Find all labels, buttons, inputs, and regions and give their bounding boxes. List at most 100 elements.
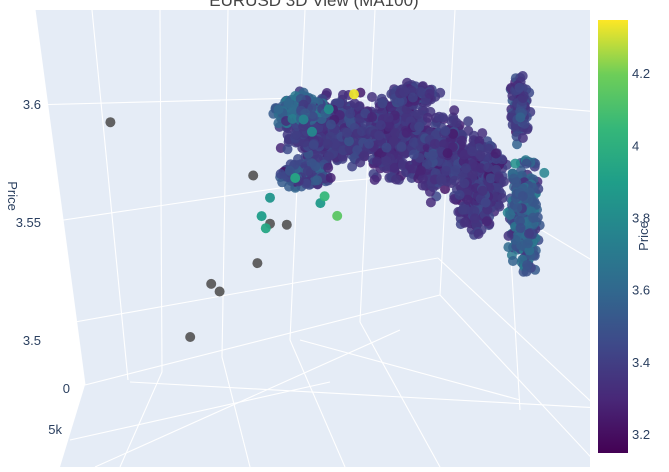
highlight-point bbox=[265, 192, 275, 203]
cloud-point bbox=[490, 148, 501, 159]
cloud-point bbox=[308, 140, 319, 150]
cloud-point bbox=[390, 128, 401, 138]
projection-point bbox=[281, 219, 292, 230]
colorbar: 4.2 4 3.8 3.6 3.4 3.2 Price bbox=[598, 20, 651, 453]
cloud-point bbox=[383, 113, 394, 123]
cloud-point bbox=[397, 160, 408, 170]
cloud-point bbox=[310, 161, 321, 172]
cloud-point bbox=[457, 135, 467, 146]
cloud-point bbox=[497, 193, 508, 204]
cloud-point bbox=[427, 150, 438, 161]
cloud-point bbox=[475, 150, 486, 161]
cloud-point bbox=[302, 166, 313, 176]
highlight-point bbox=[298, 114, 309, 125]
cloud-point bbox=[467, 146, 478, 157]
highlight-point bbox=[349, 89, 359, 100]
cloud-point bbox=[463, 116, 474, 127]
cloud-point bbox=[401, 127, 412, 138]
cloud-point bbox=[323, 151, 334, 162]
cloud-point bbox=[322, 138, 333, 149]
cloud-point bbox=[396, 141, 407, 152]
cloud-point bbox=[299, 137, 310, 148]
cloud-point bbox=[364, 138, 374, 149]
colorbar-ticks: 4.2 4 3.8 3.6 3.4 3.2 bbox=[632, 66, 650, 442]
cloud-point bbox=[494, 201, 505, 212]
cloud-point bbox=[399, 87, 410, 98]
cloud-point bbox=[388, 135, 399, 146]
cloud-point bbox=[528, 212, 539, 223]
cloud-point bbox=[352, 145, 363, 156]
cloud-point bbox=[483, 162, 494, 173]
cloud-point bbox=[440, 184, 450, 195]
z-tick-label: 3.5 bbox=[23, 333, 41, 348]
highlight-point bbox=[323, 104, 334, 115]
cloud-point bbox=[441, 165, 452, 176]
cloud-point bbox=[430, 138, 440, 149]
axis-ticks: 3.6 3.55 3.5 0 5k bbox=[16, 97, 70, 437]
cloud-point bbox=[477, 128, 488, 139]
cloud-point bbox=[381, 155, 392, 166]
cloud-point bbox=[323, 162, 334, 173]
cloud-point bbox=[521, 158, 532, 169]
cloud-point bbox=[408, 149, 419, 160]
cloud-point bbox=[372, 156, 382, 167]
cloud-point bbox=[474, 136, 485, 146]
cloud-point bbox=[469, 213, 480, 224]
cloud-point bbox=[344, 136, 354, 147]
cloud-point bbox=[517, 93, 528, 103]
cloud-point bbox=[442, 148, 453, 159]
cloud-point bbox=[356, 126, 367, 137]
cloud-point bbox=[481, 216, 492, 227]
cloud-point bbox=[391, 174, 402, 185]
cloud-point bbox=[467, 169, 478, 180]
cloud-point bbox=[450, 165, 461, 176]
cloud-point bbox=[325, 172, 336, 183]
highlight-point bbox=[307, 126, 317, 137]
cloud-point bbox=[408, 137, 419, 148]
data-point-cloud bbox=[268, 71, 550, 277]
cloud-point bbox=[517, 133, 528, 143]
cloud-point bbox=[459, 149, 470, 160]
cloud-point bbox=[367, 112, 378, 123]
cloud-point bbox=[338, 89, 348, 100]
cloud-point bbox=[498, 176, 509, 187]
cloud-point bbox=[512, 202, 523, 213]
cloud-point bbox=[436, 176, 447, 186]
cloud-point bbox=[377, 98, 388, 109]
cloud-point bbox=[273, 104, 284, 115]
depth-tick-label: 0 bbox=[63, 381, 70, 396]
cloud-point bbox=[345, 108, 356, 119]
cloud-point bbox=[415, 86, 426, 97]
cloud-point bbox=[511, 177, 522, 188]
colorbar-gradient bbox=[598, 20, 628, 453]
highlight-point bbox=[332, 210, 343, 221]
cloud-point bbox=[421, 159, 432, 169]
cloud-point bbox=[422, 112, 433, 123]
cloud-point bbox=[344, 143, 355, 154]
cloud-point bbox=[287, 113, 298, 124]
cloud-point bbox=[522, 238, 533, 249]
cloud-point bbox=[342, 127, 352, 138]
cloud-point bbox=[307, 111, 318, 122]
cloud-point bbox=[440, 126, 451, 136]
projection-point bbox=[206, 278, 217, 289]
highlight-point bbox=[256, 211, 267, 222]
cloud-point bbox=[349, 98, 360, 109]
cloud-point bbox=[515, 112, 526, 123]
projection-point bbox=[214, 286, 225, 297]
cloud-point bbox=[514, 82, 525, 93]
z-tick-label: 3.6 bbox=[23, 97, 41, 112]
cloud-point bbox=[434, 111, 445, 122]
colorbar-title: Price bbox=[636, 221, 651, 251]
cloud-point bbox=[312, 175, 323, 186]
z-axis-title: Price bbox=[5, 181, 20, 211]
cloud-point bbox=[522, 260, 533, 270]
cloud-point bbox=[355, 157, 366, 168]
cloud-point bbox=[435, 87, 446, 98]
cloud-point bbox=[527, 196, 538, 207]
cloud-point bbox=[449, 105, 460, 116]
cloud-point bbox=[457, 204, 468, 215]
cloud-point bbox=[290, 129, 301, 140]
